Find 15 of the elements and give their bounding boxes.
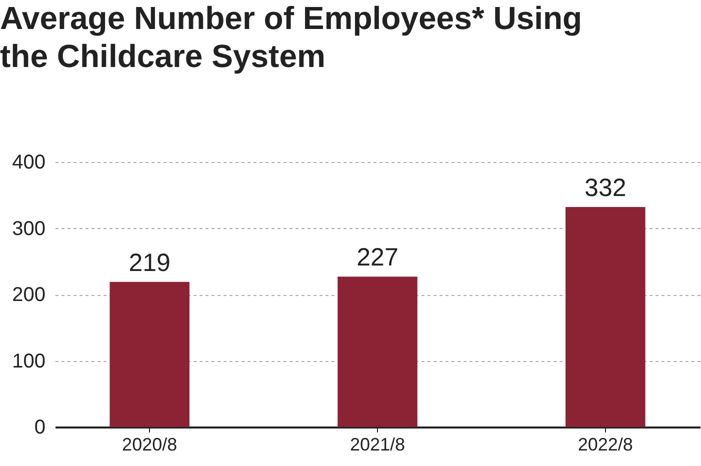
bar <box>110 282 190 427</box>
x-tick-label: 2020/8 <box>122 434 178 454</box>
y-tick-label: 200 <box>12 284 46 306</box>
data-label: 332 <box>584 174 626 202</box>
y-tick-label: 0 <box>34 416 46 438</box>
y-tick-label: 400 <box>12 152 46 174</box>
x-tick-label: 2022/8 <box>578 434 633 454</box>
chart-title: Average Number of Employees* Using the Childcare System <box>0 0 582 74</box>
bar <box>566 207 646 427</box>
data-label: 219 <box>128 248 170 277</box>
y-tick-label: 100 <box>12 350 46 372</box>
y-tick-label: 300 <box>12 218 46 240</box>
x-tick-label: 2021/8 <box>350 434 406 454</box>
data-label: 227 <box>356 244 398 272</box>
bar <box>338 276 418 427</box>
